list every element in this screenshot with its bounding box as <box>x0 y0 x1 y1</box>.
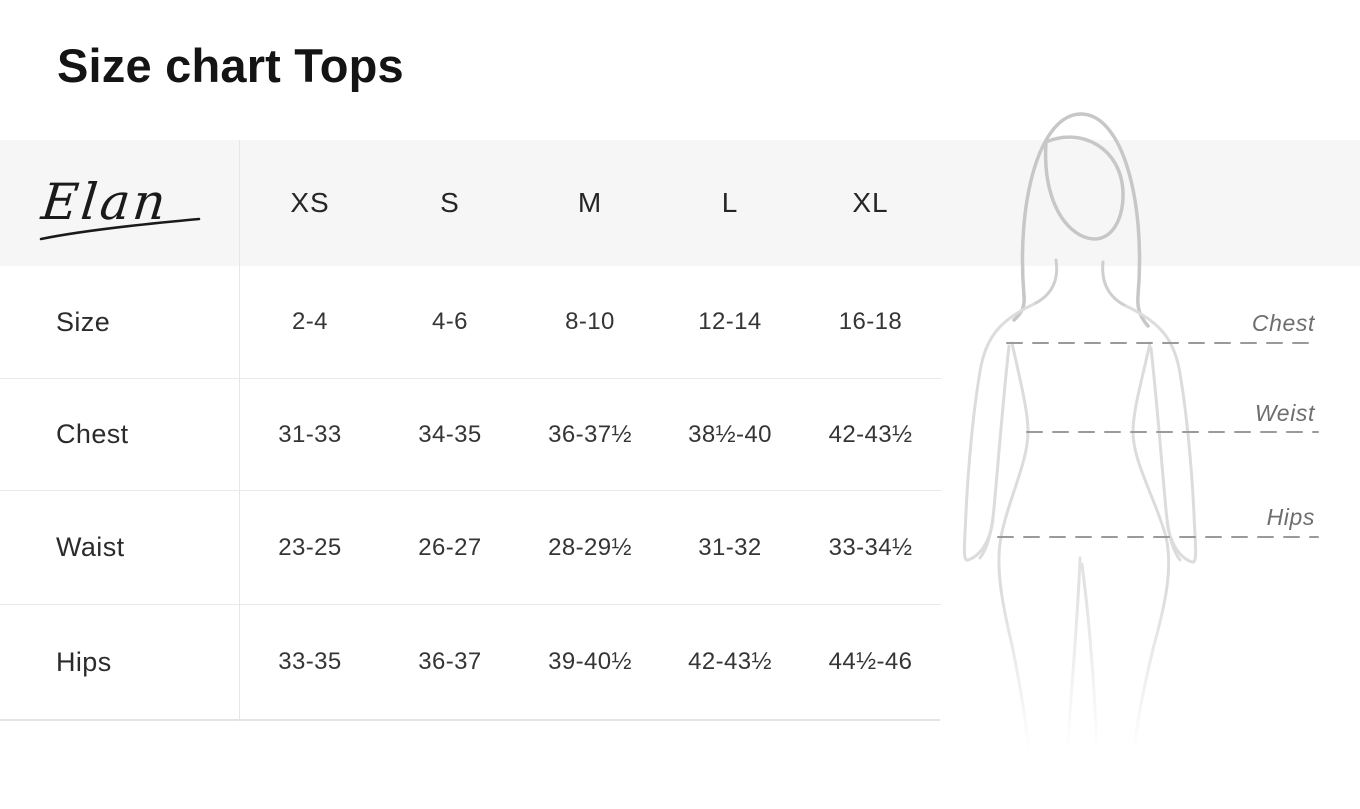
column-header-xs: XS <box>290 187 330 218</box>
measure-label-chest: Chest <box>1251 310 1315 336</box>
column-header-s: S <box>440 187 460 218</box>
cell-size-m: 8-10 <box>520 266 660 379</box>
cell-chest-m: 36-37½ <box>520 379 660 491</box>
cell-size-xl: 16-18 <box>800 266 941 379</box>
cell-hips-m: 39-40½ <box>520 605 660 721</box>
row-label-hips: Hips <box>0 605 240 721</box>
cell-size-xs: 2-4 <box>240 266 380 379</box>
female-silhouette-icon <box>940 112 1360 806</box>
cell-hips-s: 36-37 <box>380 605 520 721</box>
cell-chest-xs: 31-33 <box>240 379 380 491</box>
row-label-size: Size <box>0 266 240 379</box>
cell-chest-l: 38½-40 <box>660 379 800 491</box>
column-header-m: M <box>577 187 603 218</box>
table-header-band <box>0 140 1360 266</box>
measure-label-hips: Hips <box>1266 504 1315 530</box>
cell-size-s: 4-6 <box>380 266 520 379</box>
cell-waist-m: 28-29½ <box>520 491 660 605</box>
measure-label-waist: Weist <box>1254 400 1315 426</box>
cell-hips-xs: 33-35 <box>240 605 380 721</box>
brand-logo: Elan <box>0 140 239 266</box>
cell-chest-xl: 42-43½ <box>800 379 941 491</box>
cell-chest-s: 34-35 <box>380 379 520 491</box>
row-label-waist: Waist <box>0 491 240 605</box>
cell-waist-xl: 33-34½ <box>800 491 941 605</box>
row-label-chest: Chest <box>0 379 240 491</box>
size-chart-table: Elan XS S M L XL Size 2-4 4-6 8-10 12-14… <box>0 140 941 721</box>
page-title: Size chart Tops <box>57 39 404 92</box>
cell-size-l: 12-14 <box>660 266 800 379</box>
cell-hips-xl: 44½-46 <box>800 605 941 721</box>
svg-text:Elan: Elan <box>37 172 171 231</box>
body-figure-illustration <box>940 100 1360 806</box>
brand-logo-icon: Elan <box>37 172 200 241</box>
column-header-l: L <box>721 187 739 218</box>
column-header-xl: XL <box>852 187 889 218</box>
cell-waist-s: 26-27 <box>380 491 520 605</box>
cell-hips-l: 42-43½ <box>660 605 800 721</box>
cell-waist-l: 31-32 <box>660 491 800 605</box>
brand-logo-cell: Elan <box>0 140 240 266</box>
cell-waist-xs: 23-25 <box>240 491 380 605</box>
